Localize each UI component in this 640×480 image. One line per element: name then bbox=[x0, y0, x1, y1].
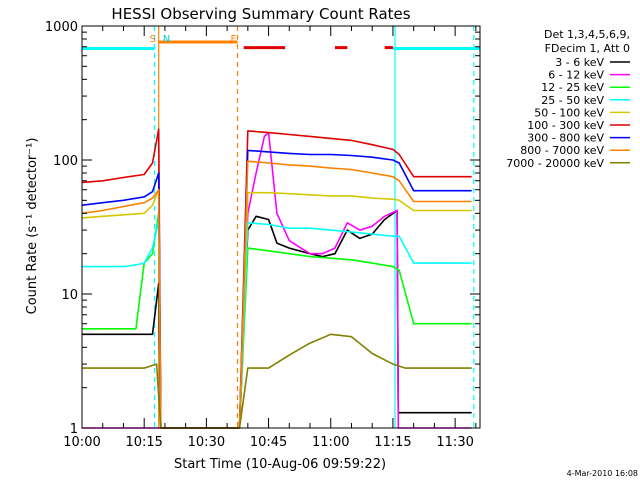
series-line bbox=[81, 128, 472, 429]
legend-entry-label: 800 - 7000 keV bbox=[520, 144, 604, 157]
series-line bbox=[82, 333, 472, 429]
series-line bbox=[81, 149, 472, 429]
marker-label: S bbox=[150, 34, 156, 45]
marker-label: N bbox=[163, 34, 170, 45]
y-tick-label: 1 bbox=[70, 422, 78, 437]
plot-frame bbox=[81, 25, 481, 429]
chart-title: HESSI Observing Summary Count Rates bbox=[111, 5, 410, 23]
x-tick-label: 10:30 bbox=[188, 435, 225, 450]
legend-entry-label: 7000 - 20000 keV bbox=[506, 157, 604, 170]
legend-header: Det 1,3,4,5,6,9, bbox=[544, 28, 630, 41]
x-tick-label: 10:15 bbox=[125, 435, 162, 450]
legend-entry-label: 100 - 300 keV bbox=[527, 119, 604, 132]
x-tick-label: 11:15 bbox=[374, 435, 411, 450]
series-line bbox=[82, 212, 472, 429]
series-lines bbox=[81, 128, 472, 429]
x-tick-label: 10:00 bbox=[63, 435, 100, 450]
y-tick-label: 1000 bbox=[45, 20, 78, 35]
timestamp: 4-Mar-2010 16:08 bbox=[567, 469, 638, 478]
x-tick-label: 11:30 bbox=[436, 435, 473, 450]
legend: Det 1,3,4,5,6,9,FDecim 1, Att 03 - 6 keV… bbox=[506, 28, 630, 170]
x-tick-label: 10:45 bbox=[250, 435, 287, 450]
legend-header: FDecim 1, Att 0 bbox=[545, 42, 630, 55]
axes: 1 10 100 1000 10:00 10:15 10:30 10:45 11:00 11:15… bbox=[45, 20, 481, 450]
series-line bbox=[81, 160, 472, 429]
legend-entry-label: 3 - 6 keV bbox=[555, 56, 604, 69]
legend-entry-label: 50 - 100 keV bbox=[534, 106, 604, 119]
series-line bbox=[82, 220, 472, 429]
legend-entry-label: 300 - 800 keV bbox=[527, 132, 604, 145]
series-line bbox=[81, 188, 472, 429]
y-axis-label: Count Rate (s⁻¹ detector⁻¹) bbox=[25, 138, 40, 315]
legend-entry-label: 25 - 50 keV bbox=[541, 94, 604, 107]
y-tick-label: 10 bbox=[61, 288, 78, 303]
x-tick-label: 11:00 bbox=[312, 435, 349, 450]
marker-label: F bbox=[230, 34, 236, 45]
legend-entry-label: 6 - 12 keV bbox=[548, 69, 604, 82]
x-axis-label: Start Time (10-Aug-06 09:59:22) bbox=[174, 457, 386, 472]
flag-bars bbox=[82, 40, 480, 50]
y-tick-label: 100 bbox=[53, 154, 78, 169]
legend-entry-label: 12 - 25 keV bbox=[541, 81, 604, 94]
